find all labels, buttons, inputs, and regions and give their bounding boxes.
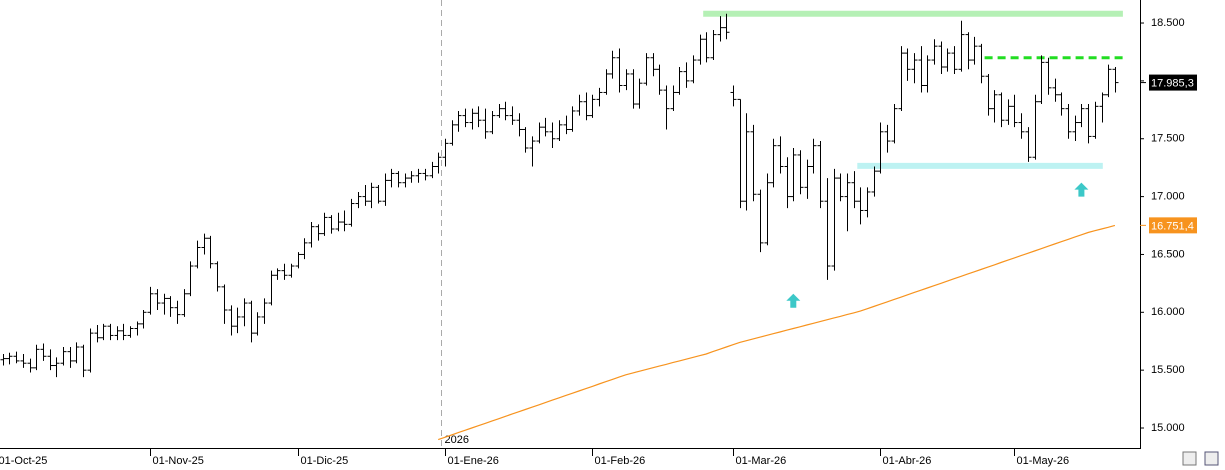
y-tick-label: 17.000 — [1151, 190, 1185, 202]
save-button[interactable] — [1204, 451, 1219, 466]
x-tick-label: 01-Abr-26 — [883, 455, 932, 467]
x-tick-label: 01-Nov-25 — [153, 455, 204, 467]
y-tick-label: 17.500 — [1151, 133, 1185, 145]
x-tick-label: 01-Oct-25 — [0, 455, 47, 467]
x-tick-label: 01-Mar-26 — [736, 455, 787, 467]
y-tick-label: 16.000 — [1151, 306, 1185, 318]
sma-line — [438, 224, 1116, 441]
price-tag-box — [1149, 74, 1197, 91]
y-tick-label: 15.500 — [1151, 364, 1185, 376]
x-tick-label: 01-May-26 — [1017, 455, 1070, 467]
arrow — [786, 293, 801, 308]
price-tag-label: 16.751,4 — [1151, 220, 1194, 232]
y-tick-label: 16.500 — [1151, 248, 1185, 260]
price-tag-box — [1149, 217, 1197, 234]
year-label: 2026 — [445, 434, 469, 446]
y-tick-label: 15.000 — [1151, 422, 1185, 434]
x-tick-label: 01-Ene-26 — [448, 455, 499, 467]
price-tag-label: 17.985,3 — [1151, 77, 1194, 89]
y-tick-label: 18.500 — [1151, 17, 1185, 29]
arrow — [1074, 182, 1089, 197]
scroll-button[interactable] — [1182, 451, 1197, 466]
x-tick-label: 01-Dic-25 — [301, 455, 349, 467]
x-tick-label: 01-Feb-26 — [595, 455, 646, 467]
